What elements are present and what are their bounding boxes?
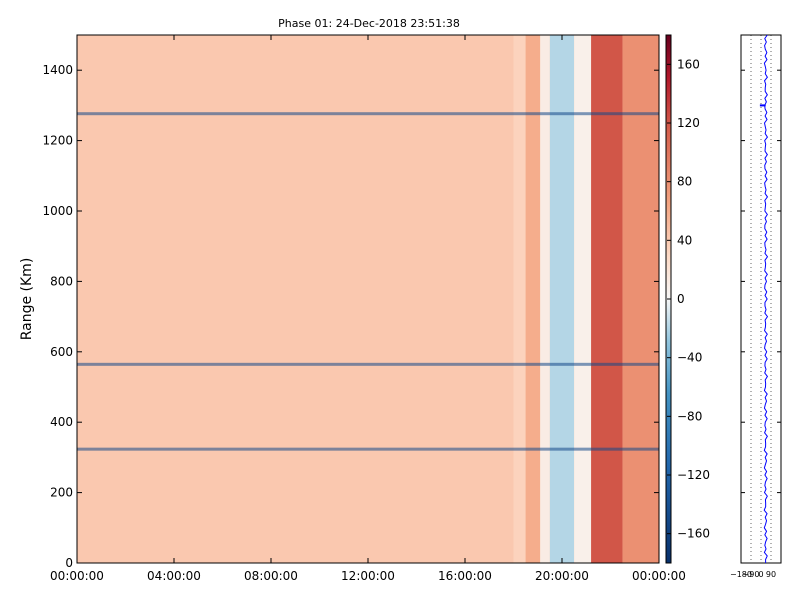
colorbar-tick-label: 0 [677,292,685,306]
heatmap-stripe [77,112,659,116]
colorbar-tick-label: 80 [677,175,692,189]
y-tick-label: 0 [65,556,73,570]
x-tick-label: 00:00:00 [50,569,104,583]
heatmap-column [525,35,541,563]
y-tick-label: 600 [50,345,73,359]
x-tick-label: 08:00:00 [244,569,298,583]
heatmap-stripe [77,447,659,451]
heatmap-stripes [77,112,659,451]
y-tick-label: 1400 [42,63,73,77]
y-tick-label: 200 [50,486,73,500]
x-tick-label: 20:00:00 [535,569,589,583]
chart-title: Phase 01: 24-Dec-2018 23:51:38 [278,17,460,30]
colorbar: 160 120 80 40 0 −40 −80 −120 −160 [665,34,710,564]
y-tick-label: 1200 [42,134,73,148]
colorbar-tick-label: 160 [677,57,700,71]
side-panel: −180−90 0 90 [730,34,782,579]
heatmap-column [549,35,575,563]
side-panel-grid [740,35,782,563]
heatmap-plot: 00:00:00 04:00:00 08:00:00 12:00:00 16:00:00… [42,34,686,583]
y-axis-label: Range (Km) [19,258,35,341]
heatmap-columns [513,35,659,563]
heatmap-column [513,35,526,563]
side-x-tick-label: −180 [730,570,752,579]
side-x-tick-label: −90 [743,570,760,579]
x-tick-label: 04:00:00 [147,569,201,583]
x-tick-label: 16:00:00 [438,569,492,583]
y-axis: 0 200 400 600 800 1000 1200 1400 [42,63,659,570]
colorbar-tick-label: −80 [677,409,702,423]
heatmap-column [622,35,659,563]
y-tick-label: 400 [50,415,73,429]
heatmap-column [574,35,592,563]
colorbar-tick-label: 120 [677,116,700,130]
colorbar-ticks: 160 120 80 40 0 −40 −80 −120 −160 [667,57,710,541]
side-x-tick-label: 90 [766,570,776,579]
colorbar-tick-label: −120 [677,468,710,482]
x-axis: 00:00:00 04:00:00 08:00:00 12:00:00 16:00:00… [50,35,686,583]
heatmap-column [591,35,623,563]
colorbar-tick-label: 40 [677,233,692,247]
x-tick-label: 12:00:00 [341,569,395,583]
colorbar-tick-label: −40 [677,351,702,365]
y-tick-label: 1000 [42,204,73,218]
side-series-line [763,34,769,564]
x-tick-label: 00:00:00 [632,569,686,583]
y-tick-label: 800 [50,274,73,288]
side-panel-axis: −180−90 0 90 [730,69,781,579]
heatmap-stripe [77,362,659,366]
colorbar-tick-label: −160 [677,527,710,541]
side-x-tick-label: 0 [758,570,763,579]
side-panel-line [759,34,769,564]
heatmap-column [540,35,550,563]
